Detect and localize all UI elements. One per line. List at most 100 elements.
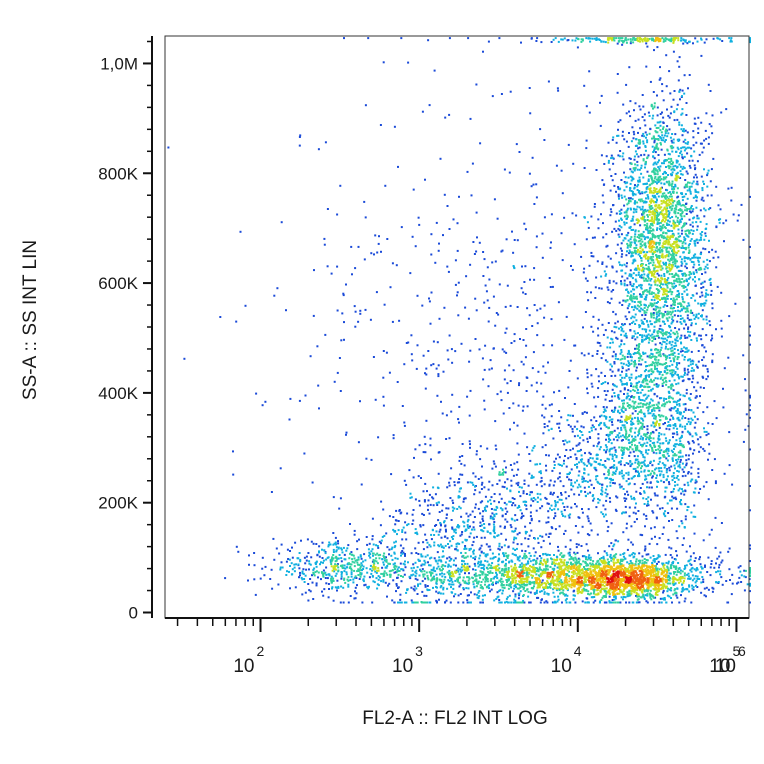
event-dot [636, 458, 639, 461]
event-dot [539, 493, 542, 496]
event-dot [668, 116, 671, 119]
event-dot [542, 539, 545, 542]
event-dot [393, 546, 396, 549]
event-dot [412, 563, 415, 566]
event-dot [494, 420, 497, 423]
event-dot [703, 207, 706, 210]
event-dot [628, 441, 631, 444]
event-dot [307, 583, 310, 585]
event-dot [632, 552, 635, 554]
event-dot [591, 457, 594, 460]
event-dot [658, 373, 661, 376]
event-dot [432, 497, 435, 500]
event-dot [633, 155, 636, 158]
event-dot [652, 431, 655, 434]
event-dot [711, 423, 714, 425]
event-dot [634, 323, 637, 325]
event-dot [660, 397, 663, 400]
event-dot [339, 601, 342, 604]
event-dot [691, 435, 694, 438]
event-dot [458, 505, 461, 508]
event-dot [643, 456, 646, 459]
event-dot [632, 293, 635, 295]
event-dot [679, 460, 682, 463]
event-dot [610, 399, 613, 402]
event-dot [599, 427, 602, 430]
event-dot [707, 432, 710, 435]
event-dot [554, 505, 557, 508]
event-dot [639, 192, 642, 195]
event-dot [461, 443, 464, 445]
event-dot [424, 561, 427, 564]
event-dot [700, 338, 703, 341]
event-dot [612, 471, 615, 474]
event-dot [574, 463, 576, 466]
event-dot [686, 280, 688, 283]
event-dot [670, 449, 673, 452]
event-dot [619, 374, 622, 377]
event-dot [646, 194, 649, 197]
event-dot [521, 549, 524, 552]
event-dot [623, 284, 626, 287]
event-dot [646, 504, 648, 507]
event-dot [693, 577, 696, 580]
event-dot [655, 452, 658, 455]
event-dot [623, 211, 626, 214]
event-dot [516, 239, 519, 242]
event-dot [504, 331, 507, 334]
event-dot [261, 556, 264, 559]
event-dot [597, 442, 600, 445]
event-dot [627, 231, 630, 234]
event-dot [630, 423, 633, 426]
event-dot [650, 398, 653, 401]
event-dot [681, 488, 683, 491]
event-dot [634, 338, 637, 341]
event-dot [343, 558, 346, 561]
event-dot [662, 173, 665, 175]
event-dot [380, 542, 382, 545]
event-dot [568, 478, 570, 481]
event-dot [538, 471, 541, 474]
event-dot [481, 594, 484, 597]
event-dot [650, 278, 653, 280]
event-dot [666, 108, 668, 111]
event-dot [514, 599, 517, 602]
event-dot [622, 103, 625, 106]
event-dot [456, 508, 459, 510]
event-dot [600, 489, 603, 492]
event-dot [598, 342, 601, 344]
event-dot [492, 577, 495, 580]
event-dot [749, 601, 751, 604]
event-dot [517, 404, 520, 407]
event-dot [547, 80, 550, 83]
event-dot [650, 348, 653, 351]
event-dot [675, 439, 678, 442]
event-dot [467, 587, 470, 590]
event-dot [620, 380, 623, 383]
event-dot [437, 373, 440, 376]
event-dot [403, 573, 406, 576]
event-dot [598, 380, 600, 383]
event-dot [613, 595, 616, 598]
event-dot [638, 168, 641, 171]
event-dot [480, 551, 483, 554]
event-dot [611, 548, 614, 551]
event-dot [438, 242, 440, 245]
event-dot [631, 335, 634, 338]
event-dot [642, 322, 645, 325]
event-dot [379, 524, 382, 527]
event-dot [690, 324, 693, 327]
event-dot [446, 205, 449, 207]
event-dot [689, 360, 692, 363]
event-dot [637, 510, 640, 512]
event-dot [460, 533, 463, 536]
event-dot [503, 526, 506, 529]
event-dot [445, 414, 448, 417]
event-dot [449, 565, 452, 568]
event-dot [618, 155, 621, 158]
event-dot [304, 562, 307, 565]
event-dot [498, 601, 501, 604]
event-dot [469, 446, 471, 449]
event-dot [637, 118, 640, 121]
event-dot [684, 179, 687, 181]
